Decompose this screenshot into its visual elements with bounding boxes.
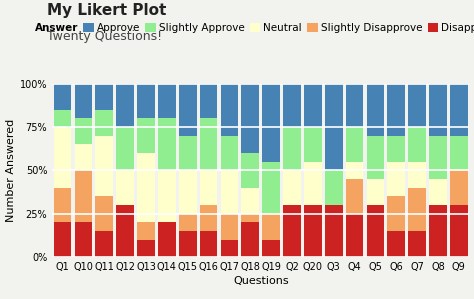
Bar [116,170,134,205]
Bar [387,84,405,136]
Bar [74,222,92,257]
Text: My Likert Plot: My Likert Plot [47,3,167,18]
Bar [387,231,405,257]
Bar [220,240,238,257]
Bar [366,179,384,205]
Bar [179,136,197,170]
Bar [137,240,155,257]
Bar [137,118,155,153]
Bar [450,84,468,136]
Bar [200,118,218,170]
Bar [137,153,155,222]
Bar [450,136,468,170]
Bar [304,84,322,127]
Bar [262,214,280,240]
Bar [283,205,301,257]
Bar [262,84,280,162]
Bar [158,118,176,170]
Bar [241,84,259,153]
Bar [241,153,259,188]
Bar [74,170,92,222]
Bar [200,205,218,231]
Bar [346,214,364,257]
Bar [116,205,134,257]
Bar [179,84,197,136]
Bar [346,84,364,127]
Bar [137,84,155,118]
Y-axis label: Number Answered: Number Answered [6,119,16,222]
Bar [304,205,322,257]
Legend: Answer, Approve, Slightly Approve, Neutral, Slightly Disapprove, Disapprove: Answer, Approve, Slightly Approve, Neutr… [21,23,474,33]
Bar [346,162,364,179]
Bar [220,84,238,136]
Bar [304,127,322,162]
Bar [387,136,405,162]
Bar [408,162,426,188]
Bar [54,84,72,110]
Bar [158,170,176,222]
Bar [179,214,197,231]
Bar [325,170,343,205]
Bar [158,84,176,118]
Bar [179,231,197,257]
Bar [325,205,343,257]
Bar [408,127,426,162]
Bar [220,170,238,214]
Bar [158,222,176,257]
Bar [241,222,259,257]
Bar [95,110,113,136]
Bar [74,118,92,144]
Bar [429,84,447,136]
Bar [429,179,447,205]
Bar [54,222,72,257]
Bar [179,170,197,214]
Bar [74,144,92,170]
Bar [429,136,447,179]
Bar [283,84,301,127]
Bar [200,84,218,118]
Bar [262,162,280,214]
Bar [408,188,426,231]
Bar [429,205,447,257]
Bar [95,136,113,196]
Bar [200,231,218,257]
Bar [54,110,72,127]
Bar [95,231,113,257]
Bar [220,136,238,170]
Bar [408,231,426,257]
Bar [54,127,72,188]
Bar [408,84,426,127]
Bar [74,84,92,118]
Bar [346,127,364,162]
Bar [366,205,384,257]
Bar [137,222,155,240]
Bar [262,240,280,257]
Bar [200,170,218,205]
X-axis label: Questions: Questions [233,276,289,286]
Bar [116,127,134,170]
Bar [95,84,113,110]
Bar [366,136,384,179]
Bar [450,205,468,257]
Bar [325,84,343,170]
Bar [241,188,259,214]
Text: Twenty Questions!: Twenty Questions! [47,30,163,43]
Bar [450,170,468,205]
Bar [387,162,405,196]
Bar [220,214,238,240]
Bar [366,84,384,136]
Bar [346,179,364,214]
Bar [304,162,322,205]
Bar [116,84,134,127]
Bar [241,214,259,222]
Bar [283,170,301,205]
Bar [283,127,301,170]
Bar [387,196,405,231]
Bar [95,196,113,231]
Bar [54,188,72,222]
